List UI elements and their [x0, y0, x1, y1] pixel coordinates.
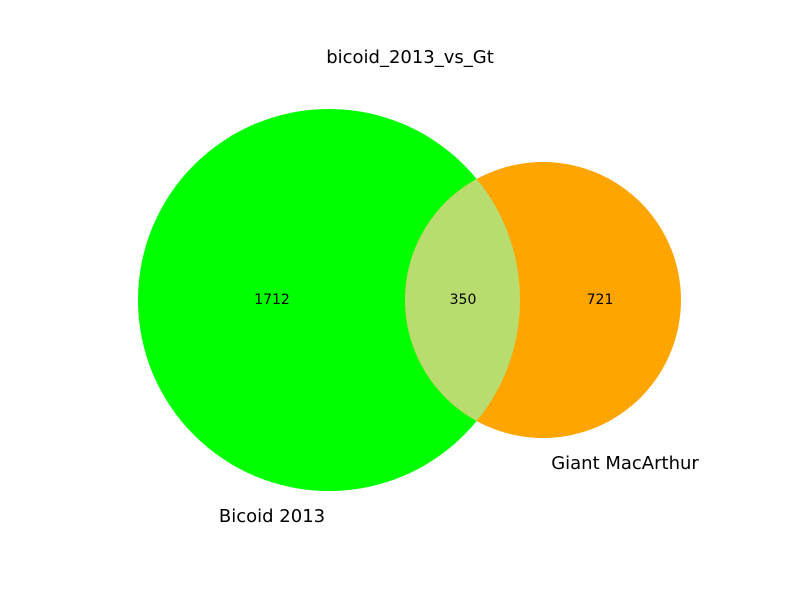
set-label-giant-macarthur: Giant MacArthur [551, 453, 699, 474]
count-intersection: 350 [450, 292, 477, 308]
set-label-bicoid-2013: Bicoid 2013 [219, 506, 325, 527]
diagram-title: bicoid_2013_vs_Gt [326, 47, 494, 68]
count-giant-macarthur-only: 721 [587, 292, 614, 308]
set-circle-bicoid-2013 [138, 109, 520, 491]
count-bicoid-2013-only: 1712 [254, 292, 290, 308]
